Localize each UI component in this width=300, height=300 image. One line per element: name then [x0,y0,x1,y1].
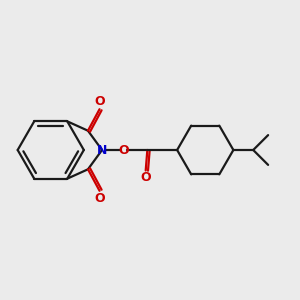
Text: O: O [94,95,105,108]
Text: O: O [94,192,105,205]
Text: N: N [97,143,107,157]
Text: O: O [118,143,129,157]
Text: O: O [140,171,151,184]
